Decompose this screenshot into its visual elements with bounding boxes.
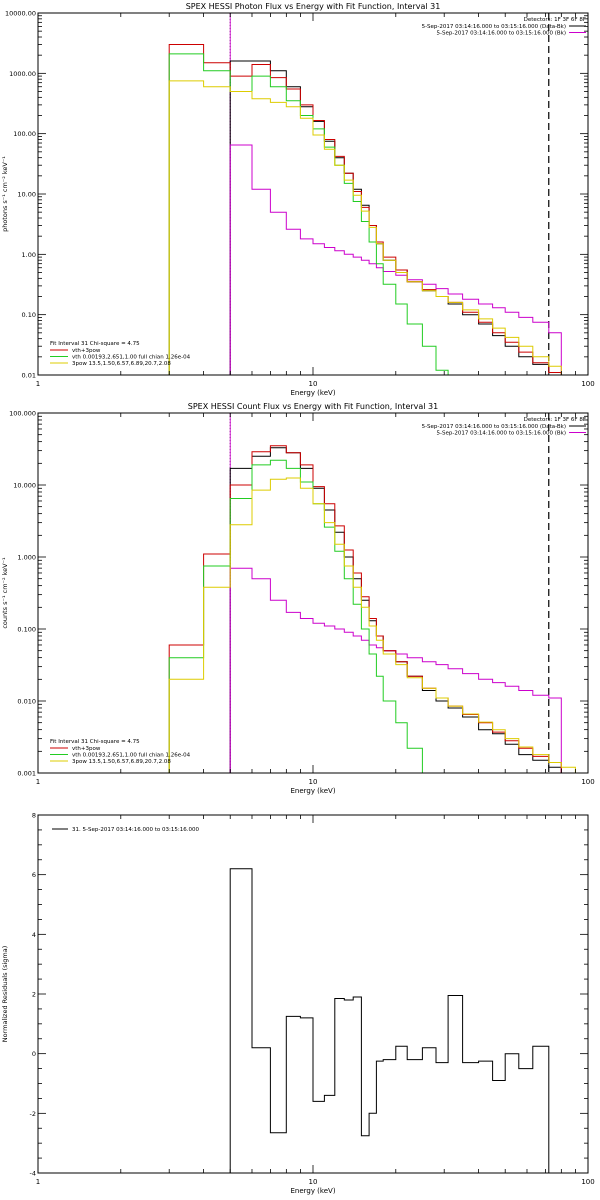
y-tick-label: 100.000 (9, 410, 36, 418)
legend-top: Detectors: 1F 3F 6F 8F5-Sep-2017 03:14:1… (422, 417, 586, 437)
y-tick-label: 6 (32, 871, 36, 879)
y-tick-label: 100.00 (13, 130, 36, 138)
series-line-2 (168, 445, 562, 773)
y-tick-label: 2 (32, 991, 36, 999)
legend-entry: 5-Sep-2017 03:14:16.000 to 03:15:16.000 … (437, 31, 567, 37)
series-line-0 (229, 60, 562, 375)
y-axis-label: counts s⁻¹ cm⁻² keV⁻¹ (1, 557, 9, 629)
y-tick-label: 0.10 (22, 311, 36, 319)
series-line-0 (229, 447, 562, 773)
series-line-4 (168, 477, 576, 773)
legend-entry: 3pow 13.5,1.50,6.57,6.89,20.7,2.08 (72, 759, 171, 765)
x-tick-label: 100 (581, 380, 594, 388)
legend-entry: 31. 5-Sep-2017 03:14:16.000 to 03:15:16.… (72, 827, 199, 833)
y-tick-label: 0 (32, 1050, 36, 1058)
y-axis-label: Normalized Residuals (sigma) (1, 946, 9, 1043)
legend: 31. 5-Sep-2017 03:14:16.000 to 03:15:16.… (52, 827, 199, 833)
plot-frame (37, 814, 589, 1174)
legend-entry: 3pow 13.5,1.50,6.57,6.89,20.7,2.08 (72, 361, 171, 367)
y-tick-label: 1.000 (17, 554, 36, 562)
legend-entry: vth+3pow (72, 746, 101, 752)
legend-entry: vth 0.00193,2.651,1.00 full chian 1.26e-… (72, 355, 191, 361)
chart-title: SPEX HESSI Photon Flux vs Energy with Fi… (186, 2, 441, 11)
x-tick-label: 100 (581, 778, 594, 786)
y-axis: 0.001 0.010 0.100 1.000 10.000 100.000 counts … (1, 410, 588, 778)
legend-header: Fit Interval 31 Chi-square = 4.75 (50, 739, 140, 745)
y-tick-label: 8 (32, 812, 36, 820)
plot-frame (37, 12, 589, 376)
x-axis: 1 10 100 Energy (keV) (36, 815, 595, 1195)
x-axis-label: Energy (keV) (290, 787, 335, 795)
series-line-2 (168, 44, 562, 375)
legend-header: Fit Interval 31 Chi-square = 4.75 (50, 341, 140, 347)
y-tick-label: 0.100 (17, 626, 36, 634)
y-tick-label: 10.000 (13, 482, 36, 490)
x-tick-label: 10 (309, 1178, 318, 1186)
chart-panel-2: 1 10 100 Energy (keV) -4 -2 0 2 4 6 8 Normalized Re… (1, 812, 595, 1196)
y-tick-label: -4 (30, 1170, 36, 1178)
y-tick-label: 4 (32, 931, 36, 939)
y-tick-label: 0.01 (22, 372, 36, 380)
y-tick-label: 1000.00 (9, 70, 36, 78)
x-tick-label: 1 (36, 380, 40, 388)
x-tick-label: 100 (581, 1178, 594, 1186)
y-tick-label: 10000.00 (5, 10, 36, 18)
x-axis-label: Energy (keV) (290, 389, 335, 397)
plot-area (229, 868, 550, 1173)
x-tick-label: 1 (36, 778, 40, 786)
legend-entry: 5-Sep-2017 03:14:16.000 to 03:15:16.000 … (437, 431, 567, 437)
x-axis: 1 10 100 Energy (keV) (36, 13, 595, 397)
plot-frame (37, 412, 589, 774)
series-line-4 (168, 80, 562, 375)
legend-entry: 5-Sep-2017 03:14:16.000 to 03:15:16.000 … (422, 24, 566, 30)
legend-header: Detectors: 1F 3F 6F 8F (524, 417, 586, 423)
y-tick-label: 1.00 (22, 251, 36, 259)
y-axis: -4 -2 0 2 4 6 8 Normalized Residuals (sigma) (1, 812, 588, 1178)
series-line-1 (229, 567, 562, 773)
x-axis-label: Energy (keV) (290, 1187, 335, 1195)
y-axis-label: photons s⁻¹ cm⁻² keV⁻¹ (1, 156, 9, 232)
y-tick-label: 0.010 (17, 698, 36, 706)
legend-entry: vth+3pow (72, 348, 101, 354)
x-tick-label: 10 (309, 380, 318, 388)
legend-bottom: Fit Interval 31 Chi-square = 4.75vth+3po… (50, 341, 191, 367)
series-line-0 (229, 868, 550, 1173)
plot-area (168, 413, 576, 773)
legend-entry: vth 0.00193,2.651,1.00 full chian 1.26e-… (72, 753, 191, 759)
series-line-3 (168, 53, 449, 375)
legend-top: Detectors: 1F 3F 6F 8F5-Sep-2017 03:14:1… (422, 17, 586, 37)
y-tick-label: 10.00 (17, 191, 36, 199)
y-tick-label: 0.001 (17, 770, 36, 778)
chart-title: SPEX HESSI Count Flux vs Energy with Fit… (188, 402, 439, 411)
y-tick-label: -2 (30, 1110, 36, 1118)
x-tick-label: 10 (309, 778, 318, 786)
plot-area (168, 13, 562, 375)
legend-header: Detectors: 1F 3F 6F 8F (524, 17, 586, 23)
chart-panel-1: SPEX HESSI Count Flux vs Energy with Fit… (1, 402, 595, 795)
series-line-3 (168, 459, 436, 773)
legend-bottom: Fit Interval 31 Chi-square = 4.75vth+3po… (50, 739, 191, 765)
y-axis: 0.01 0.10 1.00 10.00 100.00 1000.00 10000.00 ph… (1, 10, 588, 380)
chart-panel-0: SPEX HESSI Photon Flux vs Energy with Fi… (1, 2, 595, 397)
x-axis: 1 10 100 Energy (keV) (36, 413, 595, 795)
x-tick-label: 1 (36, 1178, 40, 1186)
legend-entry: 5-Sep-2017 03:14:16.000 to 03:15:16.000 … (422, 424, 566, 430)
